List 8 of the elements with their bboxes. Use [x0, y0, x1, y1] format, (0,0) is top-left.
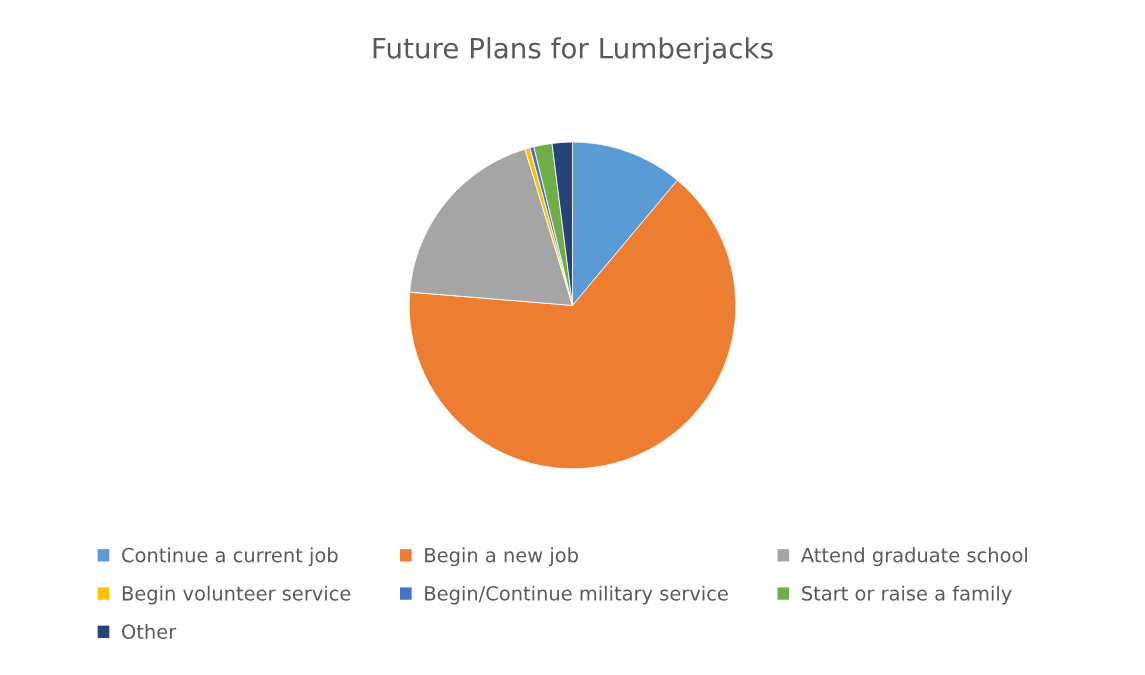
legend-label: Begin volunteer service	[122, 585, 351, 605]
legend-label: Other	[122, 623, 177, 639]
legend-label: Attend graduate school	[800, 547, 1027, 567]
legend-label: Begin/Continue military service	[425, 585, 728, 605]
legend-label: Start or raise a family	[802, 585, 1012, 605]
chart-title: Future Plans for Lumberjacks	[373, 37, 773, 65]
legend-label: Begin a new job	[425, 547, 578, 567]
legend-label: Continue a current job	[122, 547, 338, 567]
